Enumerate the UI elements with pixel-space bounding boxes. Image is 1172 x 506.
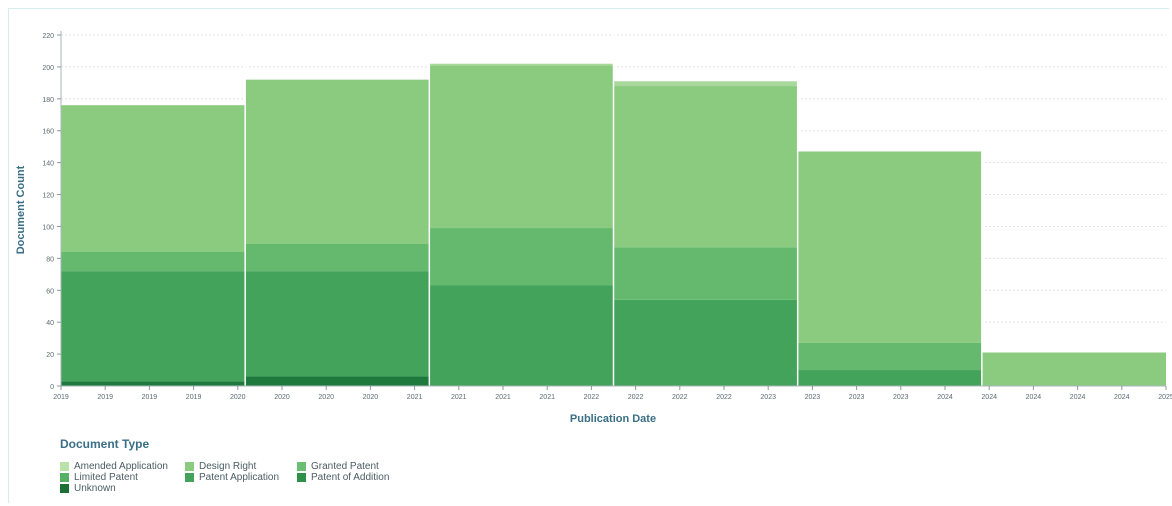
bar-segment: [613, 299, 798, 386]
legend-label: Amended Application: [74, 461, 168, 472]
x-tick-label: 2024: [1070, 394, 1086, 401]
x-tick-label: 2021: [539, 394, 555, 401]
bar-segment: [797, 151, 982, 343]
y-tick-label: 40: [46, 320, 54, 327]
legend-title: Document Type: [60, 437, 150, 451]
x-tick-label: 2020: [318, 394, 334, 401]
legend-item[interactable]: Patent Application: [185, 472, 297, 483]
y-tick-label: 220: [42, 33, 54, 40]
bar-segment: [245, 79, 430, 245]
legend-label: Unknown: [74, 483, 116, 494]
y-tick-label: 160: [42, 129, 54, 136]
legend-swatch: [60, 484, 69, 493]
legend: Document Type Amended Application Design …: [60, 437, 480, 494]
x-tick-label: 2019: [186, 394, 202, 401]
x-tick-label: 2023: [760, 394, 776, 401]
bar-segment: [429, 65, 614, 229]
bars-group: [61, 25, 1166, 386]
bar-segment: [613, 81, 798, 87]
x-tick-labels: 2019 2019 2019 2019 2020 2020 2020 2020 2021 2021…: [53, 386, 1172, 401]
x-tick-label: 2020: [274, 394, 290, 401]
bar-segment: [613, 247, 798, 300]
bar-segment: [981, 352, 1166, 386]
x-tick-label: 2021: [451, 394, 467, 401]
legend-label: Patent of Addition: [311, 472, 390, 483]
x-tick-label: 2020: [363, 394, 379, 401]
bar-segment: [429, 228, 614, 286]
x-axis-label: Publication Date: [570, 413, 656, 425]
legend-swatch: [185, 462, 194, 471]
bar-segment: [245, 244, 430, 272]
x-tick-label: 2019: [142, 394, 158, 401]
legend-label: Patent Application: [199, 472, 280, 483]
y-tick-label: 0: [50, 384, 54, 391]
y-tick-label: 180: [42, 97, 54, 104]
x-tick-label: 2023: [805, 394, 821, 401]
x-tick-label: 2024: [981, 394, 997, 401]
x-tick-label: 2023: [893, 394, 909, 401]
legend-item[interactable]: Design Right: [185, 461, 297, 472]
y-tick-label: 100: [42, 224, 54, 231]
x-tick-label: 2019: [97, 394, 113, 401]
bar-segment: [245, 376, 430, 386]
legend-swatch: [60, 473, 69, 482]
x-tick-label: 2022: [716, 394, 732, 401]
legend-items: Amended Application Design Right Granted P…: [60, 461, 480, 494]
x-tick-label: 2024: [1114, 394, 1130, 401]
bar-segment: [61, 105, 246, 252]
y-tick-label: 20: [46, 352, 54, 359]
bar-segment: [61, 271, 246, 382]
axes-group: [60, 31, 1166, 387]
legend-item[interactable]: Amended Application: [60, 461, 185, 472]
x-tick-label: 2024: [1026, 394, 1042, 401]
legend-item[interactable]: Patent of Addition: [297, 472, 417, 483]
bar-segment: [797, 342, 982, 371]
legend-swatch: [297, 473, 306, 482]
legend-swatch: [60, 462, 69, 471]
legend-item[interactable]: Unknown: [60, 483, 185, 494]
y-tick-label: 60: [46, 288, 54, 295]
x-tick-label: 2023: [849, 394, 865, 401]
x-tick-label: 2021: [407, 394, 423, 401]
bar-segment: [429, 285, 614, 386]
x-tick-label: 2022: [584, 394, 600, 401]
y-tick-label: 80: [46, 256, 54, 263]
bar-segment: [61, 381, 246, 386]
x-tick-label: 2022: [628, 394, 644, 401]
legend-swatch: [185, 473, 194, 482]
legend-swatch: [297, 462, 306, 471]
bar-segment: [61, 251, 246, 272]
y-axis-label: Document Count: [15, 165, 27, 254]
x-tick-label: 2021: [495, 394, 511, 401]
y-tick-label: 120: [42, 193, 54, 200]
y-tick-label: 200: [42, 65, 54, 72]
x-tick-label: 2025: [1158, 394, 1172, 401]
x-tick-label: 2020: [230, 394, 246, 401]
x-tick-label: 2022: [672, 394, 688, 401]
legend-label: Design Right: [199, 461, 257, 472]
x-tick-label: 2019: [53, 394, 69, 401]
legend-item[interactable]: Limited Patent: [60, 472, 185, 483]
bar-segment: [429, 63, 614, 66]
legend-label: Limited Patent: [74, 472, 138, 483]
bar-segment: [613, 86, 798, 248]
legend-label: Granted Patent: [311, 461, 379, 472]
y-tick-label: 140: [42, 161, 54, 168]
bar-segment: [245, 271, 430, 377]
bar-segment: [797, 370, 982, 386]
y-tick-labels: 0 20 40 60 80 100 120 140 160 180 200 220: [42, 33, 61, 391]
x-tick-label: 2024: [937, 394, 953, 401]
chart-frame: [8, 8, 1169, 503]
legend-item[interactable]: Granted Patent: [297, 461, 417, 472]
